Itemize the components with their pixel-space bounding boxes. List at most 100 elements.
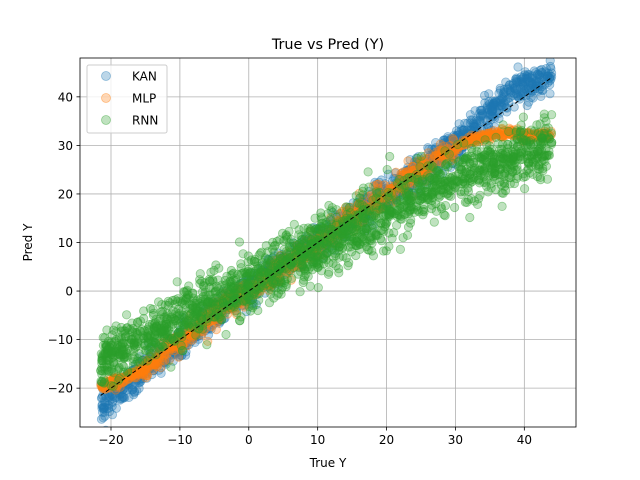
data-point-kan — [534, 70, 544, 80]
data-point-kan — [357, 197, 367, 207]
data-point-kan — [453, 128, 463, 138]
data-point-kan — [196, 329, 207, 339]
data-point-rnn — [436, 202, 446, 212]
data-point-kan — [490, 96, 500, 106]
data-point-rnn — [472, 140, 482, 150]
data-point-kan — [403, 188, 414, 198]
data-point-kan — [380, 184, 391, 194]
data-point-kan — [494, 95, 505, 106]
data-point-kan — [145, 348, 155, 358]
data-point-kan — [414, 188, 424, 198]
data-point-rnn — [139, 306, 149, 316]
data-point-kan — [234, 284, 244, 295]
data-point-rnn — [414, 178, 424, 188]
data-point-kan — [450, 142, 460, 152]
data-point-kan — [222, 291, 232, 302]
data-point-kan — [136, 368, 146, 378]
data-point-kan — [351, 208, 361, 218]
data-point-kan — [222, 292, 232, 302]
data-point-kan — [495, 83, 505, 94]
data-point-rnn — [316, 212, 326, 222]
data-point-kan — [448, 141, 458, 151]
data-point-kan — [503, 84, 513, 95]
data-point-rnn — [485, 170, 495, 180]
data-point-kan — [524, 97, 534, 107]
data-point-rnn — [154, 297, 164, 307]
data-point-kan — [445, 147, 455, 157]
data-point-kan — [98, 390, 108, 401]
data-point-kan — [177, 326, 187, 336]
data-point-kan — [518, 81, 529, 92]
data-point-kan — [527, 78, 537, 88]
data-point-kan — [362, 192, 372, 202]
data-point-kan — [242, 271, 252, 281]
data-point-kan — [536, 91, 546, 102]
data-point-kan — [220, 288, 230, 299]
data-point-kan — [539, 76, 549, 86]
data-point-kan — [333, 218, 343, 228]
data-point-kan — [468, 115, 478, 125]
data-point-kan — [143, 338, 153, 348]
data-point-kan — [100, 402, 110, 413]
data-point-kan — [312, 253, 322, 263]
data-point-kan — [499, 92, 509, 102]
data-point-kan — [241, 295, 251, 305]
data-point-kan — [469, 126, 479, 136]
data-point-kan — [477, 105, 487, 116]
data-point-kan — [251, 274, 261, 284]
data-point-kan — [134, 365, 144, 375]
data-point-kan — [310, 238, 320, 248]
x-tick-label: −10 — [167, 433, 192, 447]
data-point-kan — [339, 210, 349, 220]
data-point-kan — [524, 84, 535, 94]
data-point-kan — [379, 190, 389, 200]
data-point-kan — [204, 308, 214, 318]
data-point-kan — [371, 179, 381, 189]
data-point-kan — [521, 84, 531, 95]
data-point-kan — [375, 204, 385, 214]
data-point-kan — [525, 72, 535, 83]
data-point-kan — [370, 177, 380, 187]
data-point-kan — [465, 125, 476, 135]
data-point-kan — [243, 280, 253, 290]
data-point-kan — [510, 85, 521, 95]
data-point-kan — [308, 256, 318, 266]
data-point-kan — [206, 304, 216, 314]
data-point-kan — [213, 316, 224, 326]
data-point-rnn — [519, 184, 530, 194]
data-point-rnn — [355, 239, 365, 249]
data-point-kan — [162, 355, 172, 365]
data-point-kan — [193, 323, 203, 333]
data-point-kan — [137, 368, 147, 378]
data-point-kan — [361, 199, 371, 209]
data-point-kan — [152, 357, 162, 368]
data-point-kan — [501, 77, 511, 87]
data-point-kan — [241, 306, 251, 317]
data-point-kan — [476, 105, 486, 116]
data-point-kan — [247, 299, 257, 309]
data-point-kan — [151, 359, 161, 369]
data-point-rnn — [331, 205, 342, 215]
data-point-kan — [299, 250, 309, 260]
data-point-kan — [506, 88, 516, 98]
data-point-kan — [416, 162, 426, 172]
data-point-kan — [260, 268, 271, 279]
data-point-kan — [194, 331, 204, 341]
data-point-kan — [544, 73, 555, 83]
data-point-kan — [178, 312, 188, 323]
data-point-kan — [545, 89, 555, 99]
data-point-kan — [302, 231, 312, 242]
data-point-kan — [454, 119, 464, 129]
data-point-kan — [96, 379, 106, 389]
data-point-kan — [502, 107, 512, 117]
data-point-kan — [180, 317, 190, 327]
data-point-kan — [98, 402, 108, 413]
data-point-kan — [134, 358, 144, 369]
data-point-kan — [151, 358, 161, 368]
data-point-kan — [534, 76, 544, 87]
data-point-kan — [488, 112, 499, 122]
data-point-kan — [148, 365, 158, 376]
data-point-kan — [513, 91, 523, 101]
data-point-kan — [405, 181, 415, 191]
